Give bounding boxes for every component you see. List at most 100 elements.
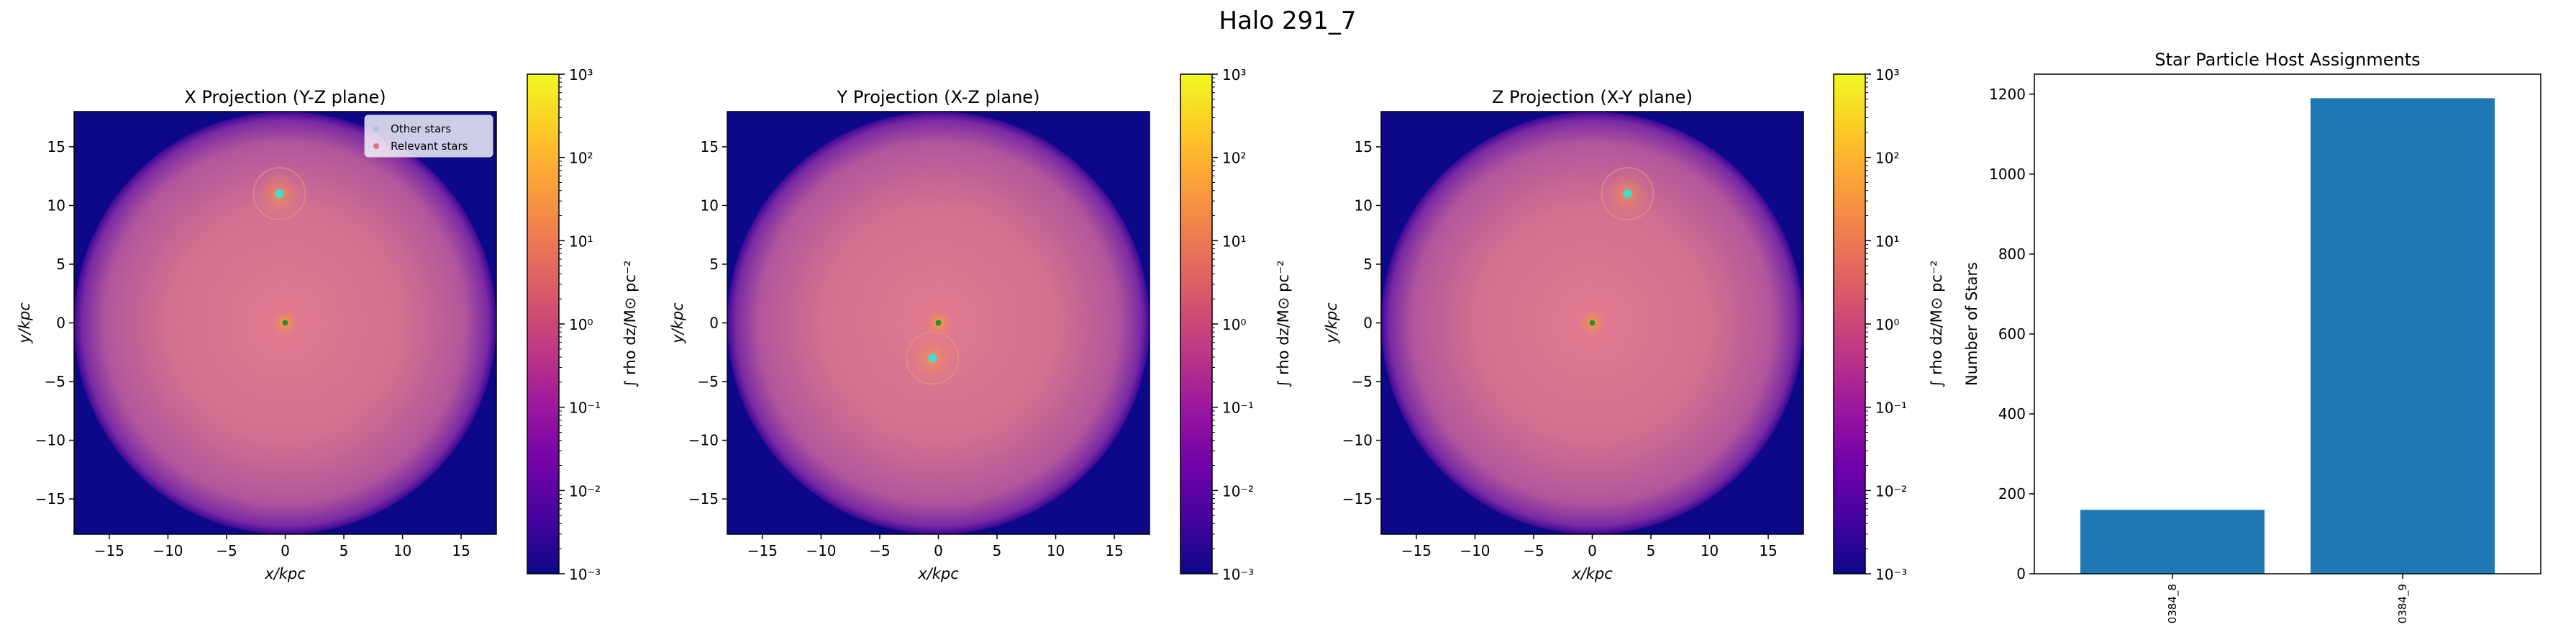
colorbar-tick-label: 10⁻³ [569, 566, 601, 583]
y-tick-label: 1200 [1989, 86, 2026, 103]
plot-title: X Projection (Y-Z plane) [184, 87, 386, 107]
x-axis-label: x/kpc [917, 565, 959, 582]
host-center-dot [1589, 320, 1596, 326]
y-tick-label: −10 [35, 432, 65, 449]
legend-label-other: Other stars [391, 122, 451, 135]
colorbar-label: ∫ rho dz/M⊙ pc⁻² [1275, 261, 1292, 388]
x-axis-label: x/kpc [264, 565, 306, 582]
y-tick-label: 10 [47, 197, 65, 214]
y-tick-label: −5 [1352, 373, 1373, 390]
y-tick-label: −15 [35, 490, 65, 508]
colorbar-tick-label: 10³ [569, 66, 593, 84]
y-tick-label: 5 [709, 256, 719, 273]
colorbar-label: ∫ rho dz/M⊙ pc⁻² [1928, 261, 1945, 388]
y-axis-label: y/kpc [16, 302, 33, 344]
y-tick-label: −10 [688, 432, 719, 449]
plot-content [74, 112, 496, 534]
colorbar-tick-label: 10⁰ [1875, 316, 1899, 333]
colorbar-tick-label: 10⁻³ [1875, 566, 1907, 583]
y-tick-label: 10 [701, 197, 719, 214]
projection-panel: Y Projection (X-Z plane) −15 −10 −5 0 5 10 15 15… [669, 66, 1292, 583]
legend-marker-relevant [373, 143, 379, 149]
colorbar-tick-label: 10⁻¹ [569, 400, 601, 417]
y-tick-label: 0 [1363, 315, 1373, 332]
x-axis-label: x/kpc [1571, 565, 1613, 582]
x-tick-label: −15 [1401, 542, 1432, 559]
y-tick-label: 1000 [1989, 166, 2026, 183]
subhalo-ring [1601, 167, 1655, 221]
plot-frame [2034, 73, 2541, 574]
x-tick-label: −10 [1460, 542, 1490, 559]
y-tick-label: 0 [56, 315, 65, 332]
y-tick-label: 15 [701, 138, 719, 156]
x-tick-label: −10 [153, 542, 183, 559]
subhalo-ring [252, 167, 306, 221]
y-tick-label: 15 [47, 138, 65, 156]
y-tick-label: 5 [1363, 256, 1373, 273]
colorbar [1833, 73, 1866, 574]
x-tick-label: 10 [1047, 542, 1065, 559]
x-tick-label: −15 [94, 542, 124, 559]
x-tick-label: 5 [993, 542, 1002, 559]
x-tick-label: −15 [747, 542, 778, 559]
plot-title: Z Projection (X-Y plane) [1492, 87, 1693, 107]
y-tick-label: −15 [1342, 490, 1373, 508]
colorbar-tick-label: 10² [1222, 150, 1246, 167]
y-tick-label: −15 [688, 490, 719, 508]
y-tick-label: 400 [1998, 405, 2026, 423]
legend-box [364, 114, 493, 158]
x-tick-label: 0 [934, 542, 943, 559]
colorbar-tick-label: 10² [569, 150, 593, 167]
bar-chart-title: Star Particle Host Assignments [2154, 50, 2420, 70]
y-tick-label: 0 [2016, 565, 2026, 582]
colorbar [1180, 73, 1213, 574]
colorbar-tick-label: 10² [1875, 150, 1899, 167]
plot-content [1381, 112, 1803, 534]
subhalo-stars [275, 189, 284, 199]
x-tick-label: 0 [1588, 542, 1597, 559]
x-tick-label: 5 [340, 542, 349, 559]
y-tick-label: 15 [1355, 138, 1373, 156]
colorbar-tick-label: 10³ [1222, 66, 1246, 84]
x-tick-label: 15 [1105, 542, 1123, 559]
colorbar-tick-label: 10³ [1875, 66, 1899, 84]
y-tick-label: 600 [1998, 325, 2026, 343]
x-tick-label: 15 [1759, 542, 1777, 559]
legend-label-relevant: Relevant stars [391, 140, 468, 153]
colorbar-tick-label: 10⁻² [1875, 482, 1907, 500]
y-tick-label: −5 [45, 373, 65, 390]
plot-content [727, 112, 1150, 534]
x-tick-label: 10 [393, 542, 411, 559]
colorbar-tick-label: 10¹ [1222, 233, 1246, 250]
colorbar-tick-label: 10⁻² [1222, 482, 1254, 500]
colorbar-tick-label: 10⁻¹ [1875, 400, 1907, 417]
y-axis-label: y/kpc [1323, 302, 1340, 344]
x-tick-label: 10 [1701, 542, 1719, 559]
y-tick-label: −5 [698, 373, 719, 390]
bar [2311, 98, 2495, 574]
figure-title: Halo 291_7 [1219, 6, 1357, 35]
bar-chart: Star Particle Host Assignments 0384_8 0384… [1963, 50, 2541, 623]
colorbar [527, 73, 560, 574]
y-tick-label: 200 [1998, 485, 2026, 502]
colorbar-tick-label: 10⁰ [569, 316, 593, 333]
colorbar-tick-label: 10⁻¹ [1222, 400, 1254, 417]
host-center-dot [282, 320, 288, 326]
bar [2080, 510, 2265, 574]
x-tick-label: −5 [216, 542, 237, 559]
colorbar-tick-label: 10⁻² [569, 482, 601, 500]
category-label: 0384_9 [2396, 584, 2410, 623]
y-tick-label: 800 [1998, 245, 2026, 263]
x-tick-label: 0 [281, 542, 290, 559]
x-tick-label: −10 [806, 542, 836, 559]
x-tick-label: 15 [452, 542, 470, 559]
colorbar-tick-label: 10⁻³ [1222, 566, 1254, 583]
y-axis-label: y/kpc [669, 302, 686, 344]
y-axis-label: Number of Stars [1963, 262, 1980, 386]
y-tick-label: 10 [1355, 197, 1373, 214]
plot-title: Y Projection (X-Z plane) [837, 87, 1040, 107]
colorbar-label: ∫ rho dz/M⊙ pc⁻² [622, 261, 639, 388]
host-center-dot [935, 320, 942, 326]
projection-panel: Z Projection (X-Y plane) −15 −10 −5 0 5 10 15 15… [1323, 66, 1945, 583]
